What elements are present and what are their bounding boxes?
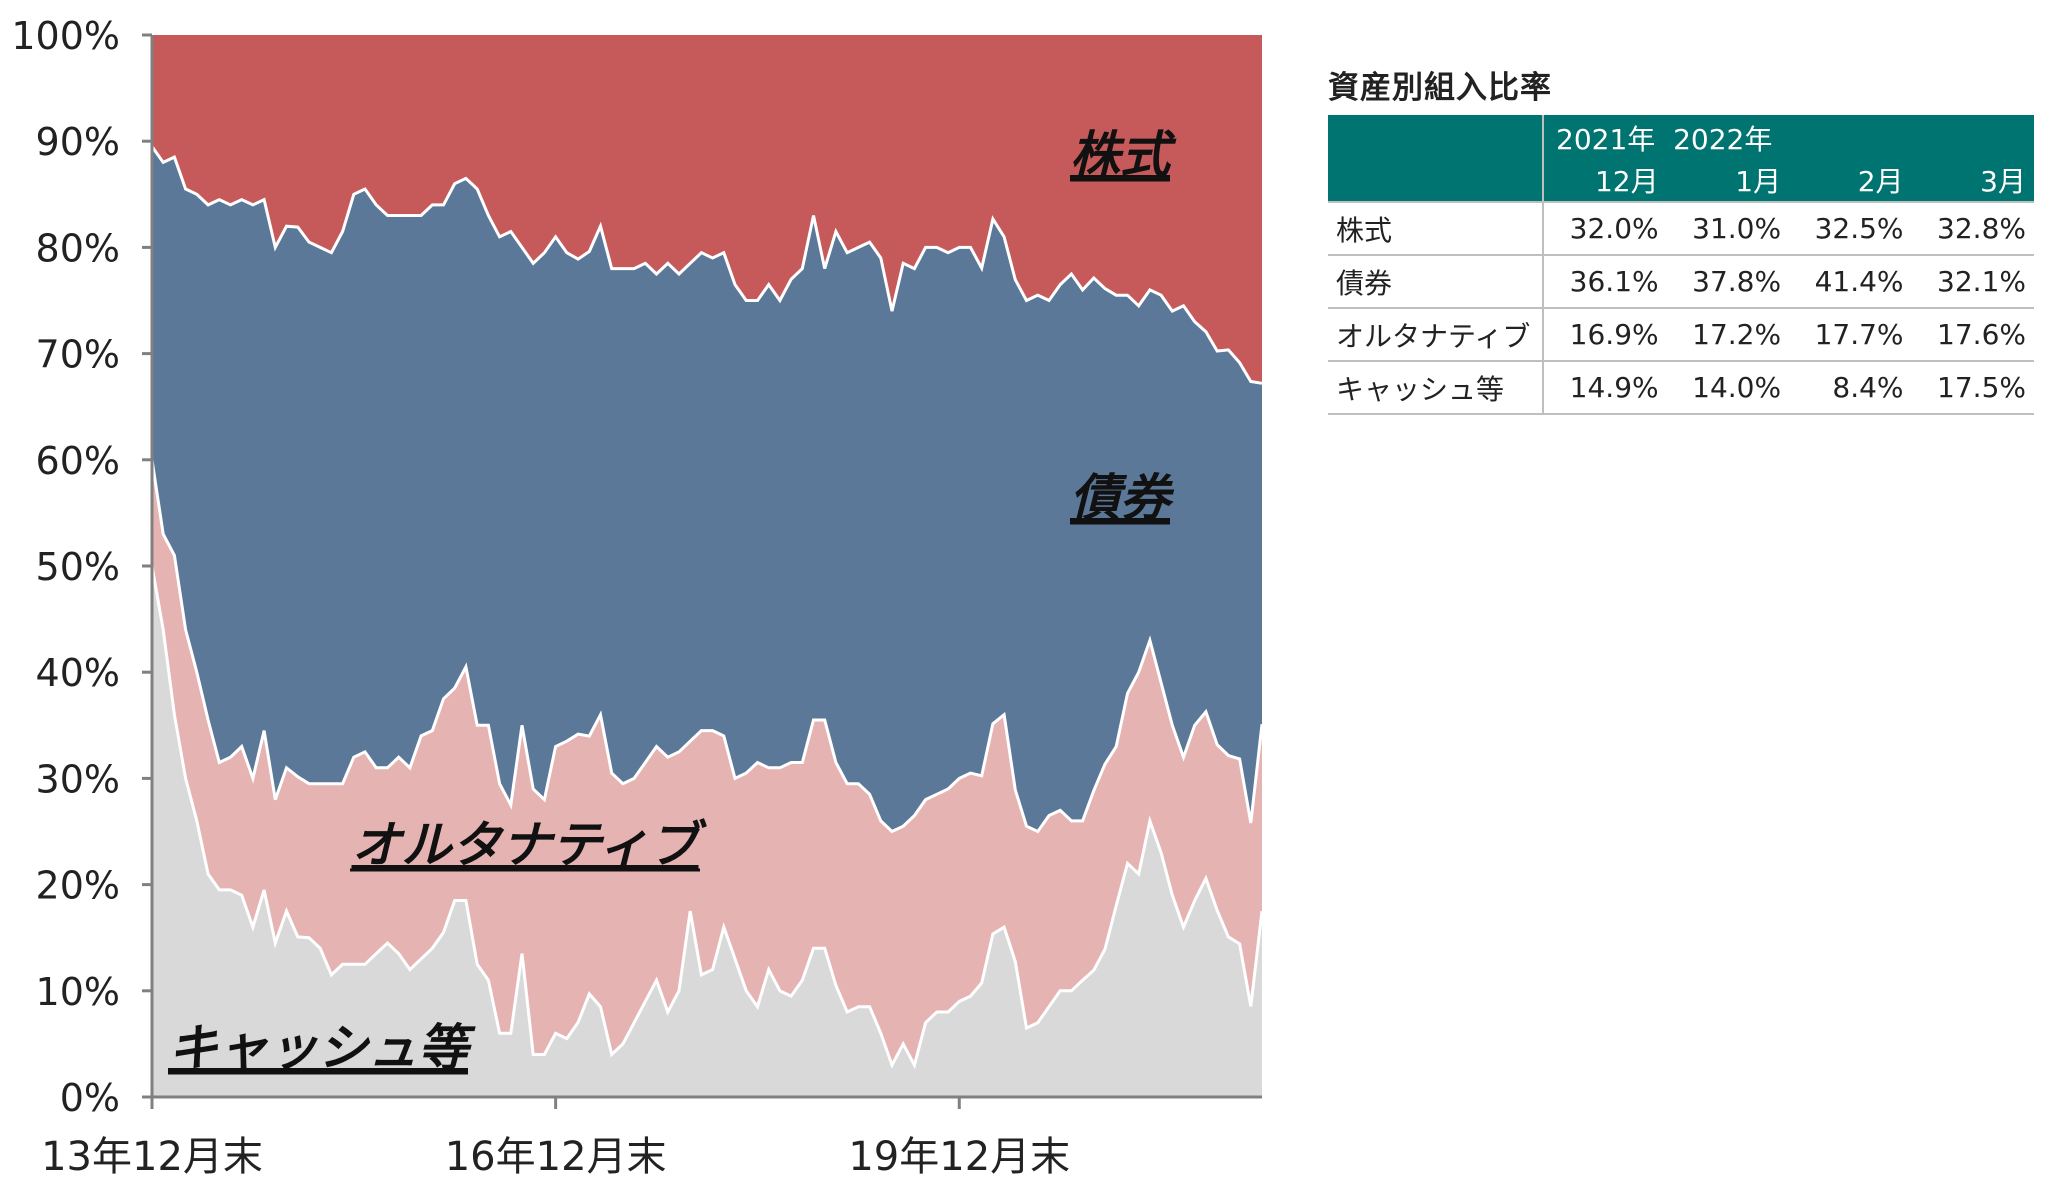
table-row: キャッシュ等 14.9% 14.0% 8.4% 17.5% <box>1328 361 2034 415</box>
y-tick-label: 100% <box>11 14 120 58</box>
cell: 32.0% <box>1543 202 1667 256</box>
table-header-row-years: 2021年 2022年 <box>1328 115 2034 158</box>
x-tick-label: 13年12月末 <box>41 1134 263 1180</box>
area-series-group <box>150 35 1264 1097</box>
area-cash <box>152 566 1262 1097</box>
y-tick-label: 40% <box>36 651 120 695</box>
header-month-2: 2月 <box>1789 158 1912 203</box>
cell: 17.6% <box>1911 308 2034 362</box>
header-month-1: 1月 <box>1666 158 1790 203</box>
cell: 32.5% <box>1789 202 1912 256</box>
header-blank <box>1328 115 1544 158</box>
header-month-3: 3月 <box>1911 158 2034 203</box>
header-month-0: 12月 <box>1543 158 1667 203</box>
cell: 37.8% <box>1666 255 1790 309</box>
table-header-row-months: 12月 1月 2月 3月 <box>1328 158 2034 203</box>
cell: 41.4% <box>1789 255 1912 309</box>
cell: 32.1% <box>1911 255 2034 309</box>
y-tick-label: 70% <box>36 333 120 377</box>
y-tick-label: 20% <box>36 864 120 908</box>
allocation-table: 2021年 2022年 12月 1月 2月 3月 株式 32.0% 31.0% … <box>1328 115 2034 415</box>
area-boundary-line <box>150 565 1264 1070</box>
area-label-株式: 株式 <box>1070 126 1177 184</box>
y-tick-label: 50% <box>36 545 120 589</box>
cell: 14.9% <box>1543 361 1667 415</box>
header-blank-2 <box>1328 158 1544 203</box>
header-year-2021: 2021年 <box>1556 123 1656 156</box>
y-tick-label: 80% <box>36 226 120 270</box>
row-name: オルタナティブ <box>1328 308 1544 362</box>
stacked-area-chart: 0% 10% 20% 30% 40% 50% 60% 70% 80% 90% 100% 13年12月… <box>11 14 1264 1180</box>
table-row: オルタナティブ 16.9% 17.2% 17.7% 17.6% <box>1328 308 2034 362</box>
cell: 8.4% <box>1789 361 1912 415</box>
area-equity <box>152 35 1262 384</box>
area-alternative <box>152 459 1262 1066</box>
area-boundary-line <box>150 459 1264 834</box>
row-name: 株式 <box>1328 202 1544 256</box>
area-bond <box>152 146 1262 832</box>
y-tick-label: 10% <box>36 970 120 1014</box>
table-row: 株式 32.0% 31.0% 32.5% 32.8% <box>1328 202 2034 256</box>
area-label-オルタナティブ: オルタナティブ <box>352 816 708 874</box>
x-tick-label: 19年12月末 <box>848 1134 1070 1180</box>
y-axis-ticks: 0% 10% 20% 30% 40% 50% 60% 70% 80% 90% 100% <box>11 14 152 1120</box>
y-tick-label: 90% <box>36 120 120 164</box>
table-title: 資産別組入比率 <box>1328 70 1552 106</box>
cell: 17.2% <box>1666 308 1790 362</box>
header-year-2022: 2022年 <box>1673 123 1773 156</box>
cell: 31.0% <box>1666 202 1790 256</box>
area-boundary-line <box>150 145 1263 385</box>
x-tick-label: 16年12月末 <box>445 1134 667 1180</box>
allocation-table-panel: 資産別組入比率 2021年 2022年 12月 1月 2月 3月 株式 32.0… <box>1328 62 2036 415</box>
y-tick-label: 30% <box>36 757 120 801</box>
row-name: 債券 <box>1328 255 1544 309</box>
header-years: 2021年 2022年 <box>1543 115 2034 158</box>
cell: 14.0% <box>1666 361 1790 415</box>
cell: 17.5% <box>1911 361 2034 415</box>
area-label-債券: 債券 <box>1070 469 1175 527</box>
row-name: キャッシュ等 <box>1328 361 1544 415</box>
cell: 36.1% <box>1543 255 1667 309</box>
table-row: 債券 36.1% 37.8% 41.4% 32.1% <box>1328 255 2034 309</box>
cell: 16.9% <box>1543 308 1667 362</box>
y-tick-label: 0% <box>60 1076 120 1120</box>
x-axis-ticks: 13年12月末 16年12月末 19年12月末 <box>41 1097 1070 1180</box>
area-label-キャッシュ等: キャッシュ等 <box>168 1019 476 1077</box>
cell: 17.7% <box>1789 308 1912 362</box>
cell: 32.8% <box>1911 202 2034 256</box>
y-tick-label: 60% <box>36 439 120 483</box>
